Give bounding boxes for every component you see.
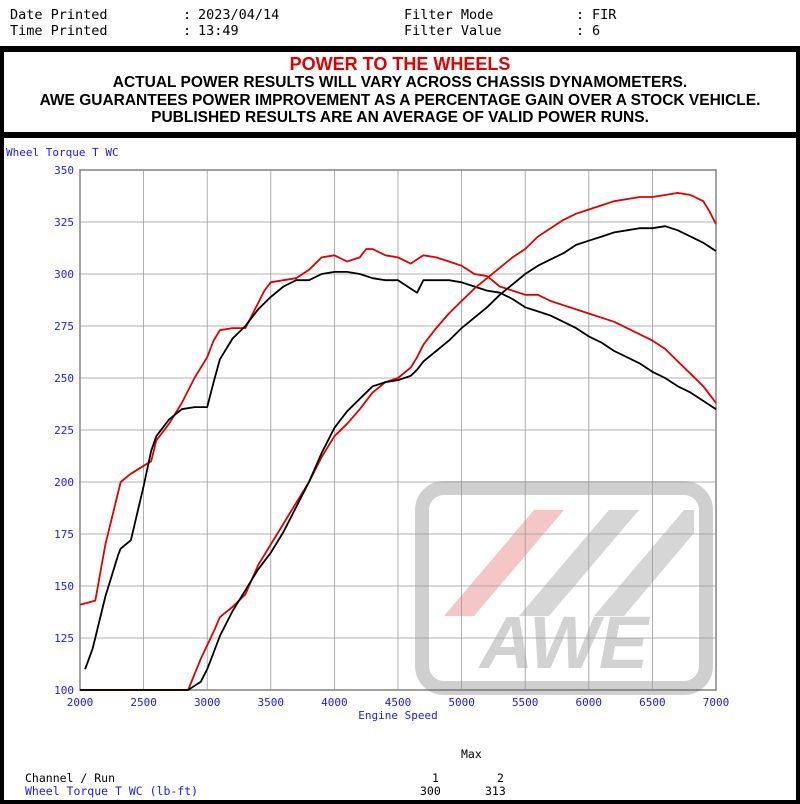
run-2-header: 2 — [497, 771, 504, 785]
max-header: Max — [461, 747, 482, 761]
filter-value-value: 6 — [592, 23, 601, 39]
x-tick-label: 2500 — [130, 696, 157, 709]
x-tick-label: 7000 — [703, 696, 730, 709]
logo-stripe-1 — [444, 510, 564, 616]
x-tick-label: 3000 — [194, 696, 221, 709]
time-colon: : — [183, 23, 192, 39]
logo-frame — [415, 481, 713, 695]
logo-text: AWE — [478, 601, 651, 684]
y-tick-label: 300 — [54, 268, 74, 281]
y-tick-label: 150 — [54, 580, 74, 593]
banner-title: POWER TO THE WHEELS — [289, 54, 511, 74]
banner-line-2: AWE GUARANTEES POWER IMPROVEMENT AS A PE… — [39, 91, 761, 109]
run-1-header: 1 — [432, 771, 439, 785]
chart-panel: AWE 2000 2500 3000 3500 4000 4500 5000 5500 6000… — [4, 138, 796, 800]
chart-ticks: 2000 2500 3000 3500 4000 4500 5000 5500 6000 6500… — [54, 164, 729, 709]
wheel-torque-run-2: 313 — [485, 784, 506, 798]
date-printed-value: 2023/04/14 — [198, 7, 280, 23]
x-tick-label: 3500 — [258, 696, 285, 709]
time-printed-value: 13:49 — [198, 23, 239, 39]
filter-mode-value: FIR — [592, 7, 617, 23]
filter-mode-label: Filter Mode — [404, 7, 494, 23]
report-header: Date Printed : 2023/04/14 Filter Mode : … — [0, 0, 800, 46]
x-tick-label: 6000 — [576, 696, 603, 709]
banner-line-1: ACTUAL POWER RESULTS WILL VARY ACROSS CH… — [112, 74, 688, 91]
series-line-2-torque — [84, 271, 717, 670]
y-tick-label: 225 — [54, 424, 74, 437]
filter-value-label: Filter Value — [404, 23, 502, 39]
chart-grid — [79, 169, 717, 691]
filter-mode-colon: : — [576, 7, 585, 23]
wheel-torque-label: Wheel Torque T WC (lb-ft) — [25, 784, 199, 798]
dyno-chart: AWE 2000 2500 3000 3500 4000 4500 5000 5500 6000… — [6, 146, 729, 722]
y-axis-label: Wheel Torque T WC — [6, 146, 119, 159]
channel-run-label: Channel / Run — [25, 771, 116, 785]
x-tick-label: 5500 — [512, 696, 539, 709]
chart-series — [79, 192, 717, 691]
series-line-4-power — [80, 225, 717, 691]
x-tick-label: 6500 — [639, 696, 666, 709]
x-tick-label: 4500 — [385, 696, 412, 709]
series-line-3-power — [80, 192, 717, 691]
y-tick-label: 100 — [54, 684, 74, 697]
logo-stripe-2 — [519, 510, 639, 616]
time-printed-label: Time Printed — [10, 23, 108, 39]
y-tick-label: 200 — [54, 476, 74, 489]
y-tick-label: 250 — [54, 372, 74, 385]
date-colon: : — [183, 7, 192, 23]
y-tick-label: 350 — [54, 164, 74, 177]
series-line-1-torque — [79, 248, 717, 606]
y-tick-label: 275 — [54, 320, 74, 333]
y-tick-label: 125 — [54, 632, 74, 645]
y-tick-label: 175 — [54, 528, 74, 541]
date-printed-label: Date Printed — [10, 7, 108, 23]
wheel-torque-run-1: 300 — [420, 784, 441, 798]
x-axis-label: Engine Speed — [358, 709, 437, 722]
awe-logo-watermark: AWE — [415, 481, 713, 695]
filter-value-colon: : — [576, 23, 585, 39]
x-tick-label: 5000 — [448, 696, 475, 709]
disclaimer-banner: POWER TO THE WHEELS ACTUAL POWER RESULTS… — [4, 52, 796, 132]
x-tick-label: 2000 — [67, 696, 94, 709]
x-tick-label: 4000 — [321, 696, 348, 709]
banner-line-3: PUBLISHED RESULTS ARE AN AVERAGE OF VALI… — [151, 109, 649, 126]
y-tick-label: 325 — [54, 216, 74, 229]
logo-stripe-3 — [594, 510, 694, 616]
